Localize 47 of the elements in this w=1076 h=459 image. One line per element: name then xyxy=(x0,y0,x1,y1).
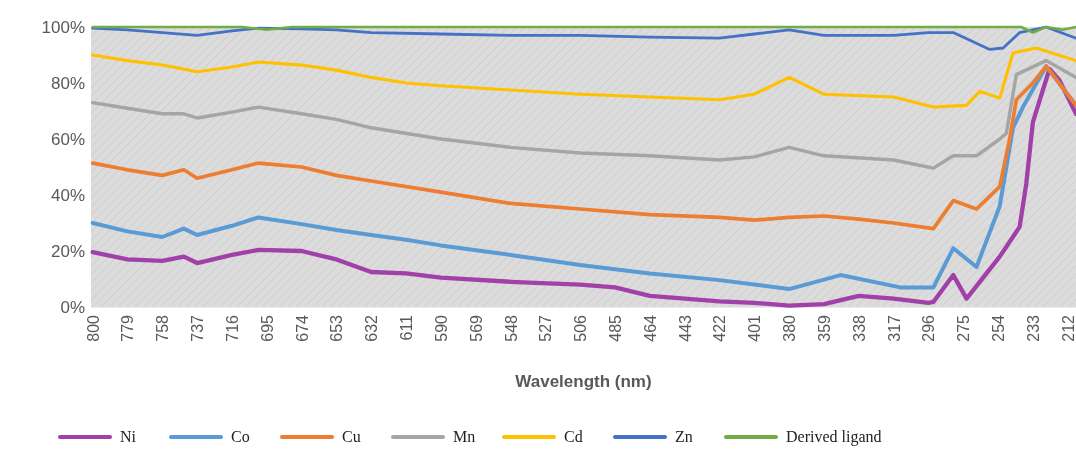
x-tick-label: 674 xyxy=(293,314,311,342)
x-tick-label: 338 xyxy=(850,314,868,342)
y-tick-label: 80% xyxy=(50,74,85,93)
x-tick-label: 695 xyxy=(258,314,276,342)
x-tick-label: 506 xyxy=(572,314,590,342)
x-tick-label: 254 xyxy=(990,314,1008,342)
y-tick-label: 0% xyxy=(60,298,85,317)
x-tick-label: 548 xyxy=(502,314,520,342)
legend-label: Co xyxy=(231,428,250,445)
y-tick-label: 100% xyxy=(41,18,85,37)
x-tick-label: 212 xyxy=(1059,314,1076,342)
x-tick-label: 422 xyxy=(711,314,729,342)
y-tick-label: 40% xyxy=(50,186,85,205)
line-series xyxy=(91,46,1076,109)
x-tick-label: 527 xyxy=(537,314,555,342)
x-tick-label: 485 xyxy=(607,314,625,342)
legend-label: Cu xyxy=(342,428,361,445)
x-tick-label: 737 xyxy=(189,314,207,342)
y-tick-label: 20% xyxy=(50,242,85,261)
line-series xyxy=(90,64,1076,231)
x-tick-label: 611 xyxy=(398,314,416,341)
x-tick-label: 233 xyxy=(1024,314,1042,342)
x-tick-label: 401 xyxy=(746,314,764,342)
x-tick-label: 317 xyxy=(885,314,903,342)
legend-label: Zn xyxy=(675,428,693,445)
line-series xyxy=(91,25,1076,51)
x-axis-title: Wavelength (nm) xyxy=(515,372,652,391)
x-tick-label: 716 xyxy=(223,314,241,342)
legend-label: Mn xyxy=(453,428,476,445)
x-tick-label: 800 xyxy=(84,314,102,342)
x-tick-label: 359 xyxy=(815,314,833,342)
legend-label: Cd xyxy=(564,428,583,445)
legend-label: Derived ligand xyxy=(786,428,882,446)
x-tick-label: 569 xyxy=(467,314,485,342)
x-tick-label: 275 xyxy=(955,314,973,342)
legend-label: Ni xyxy=(120,428,137,445)
x-tick-label: 296 xyxy=(920,314,938,342)
x-tick-label: 779 xyxy=(119,314,137,342)
y-tick-label: 60% xyxy=(50,130,85,149)
x-tick-label: 590 xyxy=(432,314,450,342)
line-series xyxy=(90,58,1076,170)
x-tick-label: 443 xyxy=(676,314,694,342)
x-tick-label: 758 xyxy=(154,314,172,342)
x-tick-label: 464 xyxy=(641,314,659,342)
x-tick-label: 632 xyxy=(363,314,381,342)
x-tick-label: 380 xyxy=(781,314,799,342)
x-tick-label: 653 xyxy=(328,314,346,342)
